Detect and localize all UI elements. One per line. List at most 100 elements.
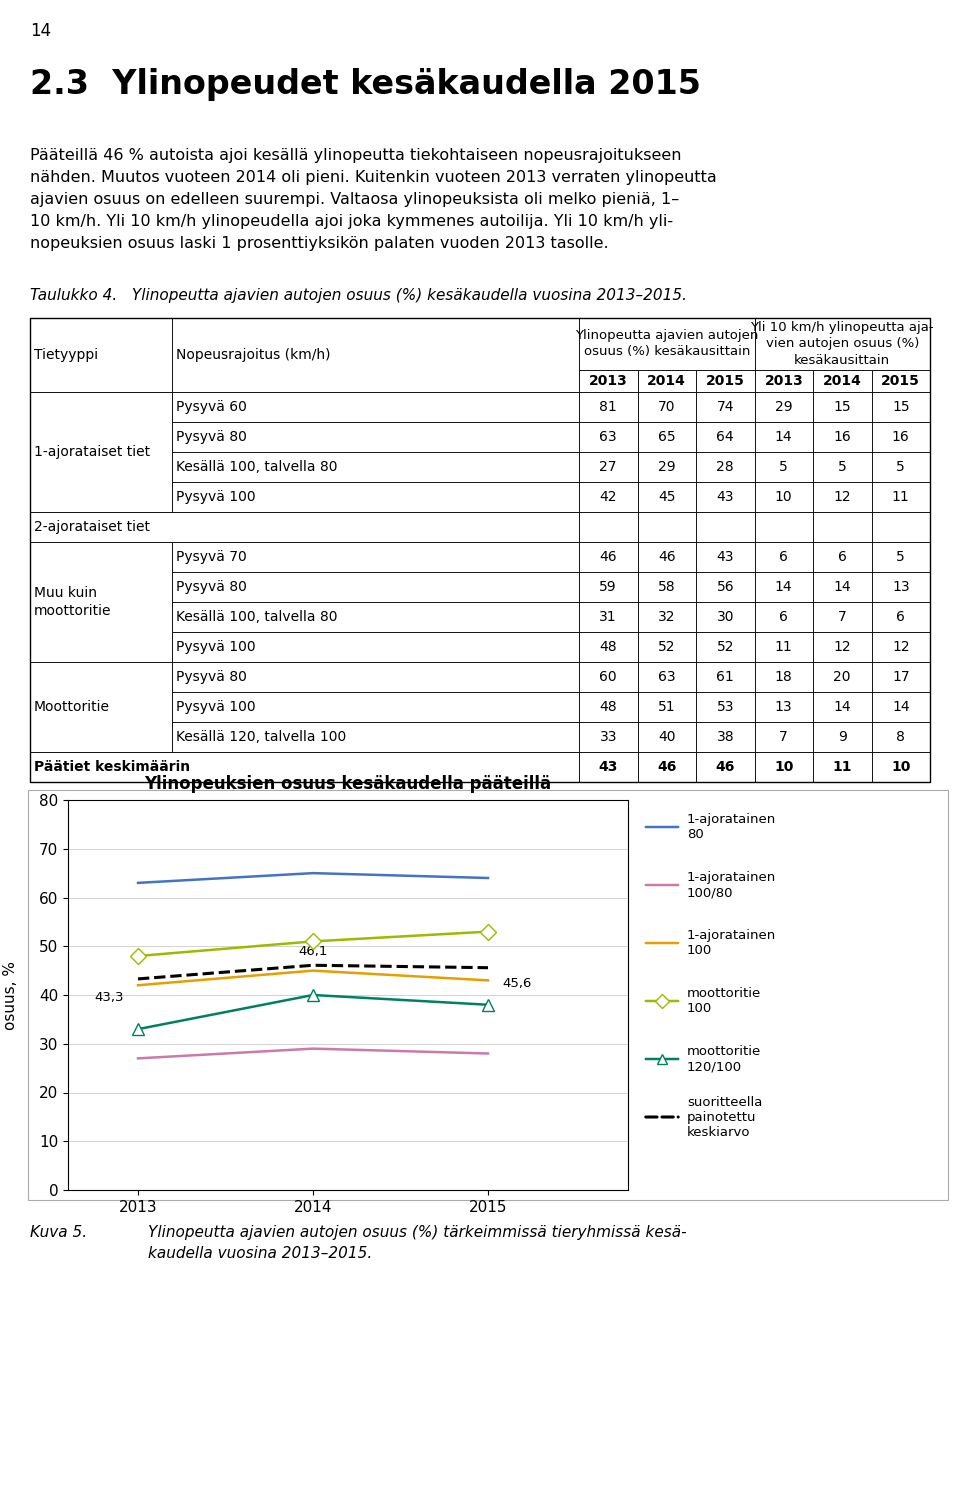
Bar	[579, 482, 637, 512]
Bar	[172, 482, 579, 512]
Bar	[755, 482, 813, 512]
Bar	[813, 370, 872, 393]
Bar	[696, 661, 755, 691]
Bar	[696, 370, 755, 393]
Bar	[696, 512, 755, 542]
Bar	[579, 318, 755, 370]
Text: Päätiet keskimäärin: Päätiet keskimäärin	[34, 760, 190, 773]
Text: 32: 32	[658, 611, 676, 624]
Bar	[579, 542, 637, 572]
Bar	[872, 661, 930, 691]
Text: 53: 53	[716, 700, 734, 714]
Bar	[579, 572, 637, 602]
Text: 14: 14	[775, 579, 793, 594]
Text: 17: 17	[892, 670, 909, 684]
Text: 70: 70	[658, 400, 676, 414]
Text: Pysyvä 80: Pysyvä 80	[177, 579, 247, 594]
Bar	[637, 632, 696, 661]
Text: 29: 29	[775, 400, 793, 414]
Text: 1-ajoratainen
100: 1-ajoratainen 100	[687, 929, 777, 957]
Text: 16: 16	[833, 430, 852, 443]
Bar	[696, 602, 755, 632]
Bar	[755, 691, 813, 723]
Text: 74: 74	[716, 400, 734, 414]
Bar	[696, 691, 755, 723]
Bar	[872, 542, 930, 572]
Bar	[30, 632, 172, 661]
Bar	[813, 482, 872, 512]
Text: 12: 12	[833, 640, 852, 654]
Text: 14: 14	[892, 700, 909, 714]
Bar	[755, 512, 813, 542]
Bar	[872, 423, 930, 452]
Bar	[30, 318, 172, 393]
Bar	[637, 723, 696, 752]
Text: 6: 6	[780, 611, 788, 624]
Bar	[579, 512, 637, 542]
Bar	[755, 661, 813, 691]
Bar	[813, 423, 872, 452]
Text: 56: 56	[716, 579, 734, 594]
Text: 10 km/h. Yli 10 km/h ylinopeudella ajoi joka kymmenes autoilija. Yli 10 km/h yli: 10 km/h. Yli 10 km/h ylinopeudella ajoi …	[30, 213, 673, 228]
Text: 63: 63	[599, 430, 617, 443]
Text: 6: 6	[838, 549, 847, 564]
Text: 2014: 2014	[647, 375, 686, 388]
Bar	[872, 632, 930, 661]
Bar	[637, 423, 696, 452]
Text: 46: 46	[658, 549, 676, 564]
Bar	[872, 393, 930, 423]
Bar	[172, 661, 579, 691]
Bar	[813, 752, 872, 782]
Text: 16: 16	[892, 430, 910, 443]
Bar	[30, 602, 172, 632]
Text: moottoritie
120/100: moottoritie 120/100	[687, 1045, 761, 1073]
Bar	[637, 691, 696, 723]
Text: 81: 81	[599, 400, 617, 414]
Text: 5: 5	[838, 460, 847, 473]
Bar	[30, 661, 172, 752]
Text: 15: 15	[892, 400, 909, 414]
Text: 20: 20	[833, 670, 851, 684]
Bar	[813, 602, 872, 632]
Text: 13: 13	[775, 700, 793, 714]
Bar	[755, 572, 813, 602]
Text: 46: 46	[715, 760, 735, 773]
Bar	[872, 452, 930, 482]
Text: 31: 31	[599, 611, 617, 624]
Text: 14: 14	[30, 22, 51, 40]
Bar	[637, 512, 696, 542]
Text: 48: 48	[599, 700, 617, 714]
Bar	[872, 691, 930, 723]
Text: Pysyvä 80: Pysyvä 80	[177, 670, 247, 684]
Text: 11: 11	[775, 640, 793, 654]
Text: Ylinopeutta ajavien autojen
osuus (%) kesäkausittain: Ylinopeutta ajavien autojen osuus (%) ke…	[575, 330, 758, 358]
Bar	[755, 318, 930, 370]
Text: Kesällä 100, talvella 80: Kesällä 100, talvella 80	[177, 460, 338, 473]
Text: Tietyyppi: Tietyyppi	[34, 348, 98, 361]
Text: 2-ajorataiset tiet: 2-ajorataiset tiet	[34, 520, 150, 534]
Bar	[30, 723, 172, 752]
Text: 14: 14	[775, 430, 793, 443]
Text: 7: 7	[838, 611, 847, 624]
Text: 2015: 2015	[706, 375, 745, 388]
Bar	[579, 632, 637, 661]
Text: 14: 14	[833, 579, 852, 594]
Text: 2.3  Ylinopeudet kesäkaudella 2015: 2.3 Ylinopeudet kesäkaudella 2015	[30, 69, 701, 102]
Bar	[872, 512, 930, 542]
Bar	[30, 452, 172, 482]
Bar	[813, 452, 872, 482]
Text: 43: 43	[716, 490, 734, 505]
Text: 58: 58	[658, 579, 676, 594]
Bar	[755, 370, 813, 393]
Text: Pysyvä 100: Pysyvä 100	[177, 700, 255, 714]
Bar	[172, 602, 579, 632]
Bar	[172, 393, 579, 423]
Bar	[30, 542, 172, 661]
Text: 2013: 2013	[764, 375, 804, 388]
Bar	[579, 393, 637, 423]
Bar	[696, 482, 755, 512]
Text: 46: 46	[599, 549, 617, 564]
Text: 11: 11	[892, 490, 910, 505]
Bar	[637, 572, 696, 602]
Bar	[172, 423, 579, 452]
